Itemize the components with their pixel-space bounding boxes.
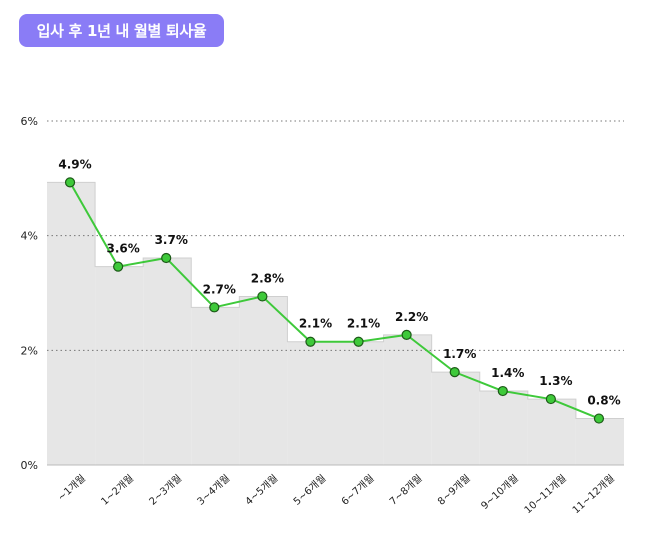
line-segment-3 (165, 257, 216, 309)
data-label: 4.9% (58, 157, 91, 171)
data-label: 2.2% (395, 310, 428, 324)
data-label: 1.3% (539, 374, 572, 388)
step-bar-8 (383, 334, 432, 465)
step-bar-4 (191, 307, 240, 465)
data-label: 3.7% (155, 233, 188, 247)
step-bar-10 (479, 391, 528, 465)
data-label: 2.1% (299, 317, 332, 331)
data-labels: 4.9% 3.6% 3.7% 2.7% 2.8% 2.1% 2.1% 2.2% 1.7% 1.4%… (58, 157, 620, 407)
data-label: 2.1% (347, 317, 380, 331)
y-tick-label: 2% (21, 344, 38, 357)
data-point (305, 336, 316, 347)
chart-title: 입사 후 1년 내 월별 퇴사율 (36, 22, 207, 40)
step-bar-2 (95, 266, 144, 465)
x-tick-label: 2~3개월 (147, 472, 184, 507)
y-tick-label: 4% (21, 230, 38, 243)
line-segment-5 (261, 295, 312, 343)
x-tick-label: 10~11개월 (522, 472, 569, 516)
x-tick-label: 11~12개월 (570, 472, 617, 516)
x-tick-label: ~1개월 (55, 472, 88, 503)
step-bar-11 (527, 399, 576, 465)
data-label: 1.7% (443, 347, 476, 361)
line-segment-11 (550, 398, 600, 420)
step-bar-1 (47, 182, 96, 465)
data-point (401, 329, 412, 340)
data-label: 1.4% (491, 366, 524, 380)
step-bar-5 (239, 296, 288, 465)
x-tick-label: 8~9개월 (435, 472, 472, 507)
step-bar-3 (143, 258, 192, 465)
x-tick-label: 5~6개월 (291, 472, 328, 507)
x-tick-label: 1~2개월 (99, 472, 136, 507)
line-segment-8 (406, 334, 456, 373)
y-tick-label: 6% (21, 115, 38, 128)
data-label: 2.7% (203, 282, 236, 296)
line-segment-10 (502, 390, 552, 401)
data-point (257, 291, 268, 302)
data-label: 2.8% (251, 271, 284, 285)
line-segment-1 (69, 181, 119, 268)
step-bar-12 (575, 418, 624, 465)
step-bar-7 (335, 341, 384, 465)
data-point (449, 367, 460, 378)
x-tick-label: 4~5개월 (243, 472, 280, 507)
data-point (593, 413, 605, 424)
series-line-group (69, 181, 600, 420)
data-point (64, 177, 76, 188)
x-tick-label: 7~8개월 (387, 472, 424, 507)
step-bar-6 (287, 341, 336, 465)
data-point (497, 385, 508, 397)
line-segment-2 (117, 257, 167, 268)
data-point (545, 393, 556, 405)
data-label: 3.6% (106, 242, 139, 256)
data-point (353, 336, 364, 347)
data-point (209, 302, 220, 313)
line-segment-9 (454, 371, 504, 392)
data-label: 0.8% (587, 394, 620, 408)
line-segment-7 (358, 333, 407, 343)
x-tick-label: 3~4개월 (195, 472, 232, 507)
y-tick-label: 0% (21, 459, 38, 472)
data-point (113, 261, 124, 272)
x-tick-label: 9~10개월 (479, 472, 521, 512)
gridlines (47, 120, 624, 466)
chart-title-badge: 입사 후 1년 내 월별 퇴사율 (19, 14, 224, 47)
x-axis-labels: ~1개월 1~2개월 2~3개월 3~4개월 4~5개월 5~6개월 6~7개월 7~8개월 8… (55, 472, 617, 516)
data-point (161, 252, 172, 264)
step-bar-9 (431, 372, 480, 465)
data-points (64, 177, 605, 424)
line-segment-4 (214, 295, 263, 309)
step-area-group (47, 181, 624, 465)
x-tick-label: 6~7개월 (339, 472, 376, 507)
y-axis-ticks: 0% 2% 4% 6% (21, 115, 38, 472)
